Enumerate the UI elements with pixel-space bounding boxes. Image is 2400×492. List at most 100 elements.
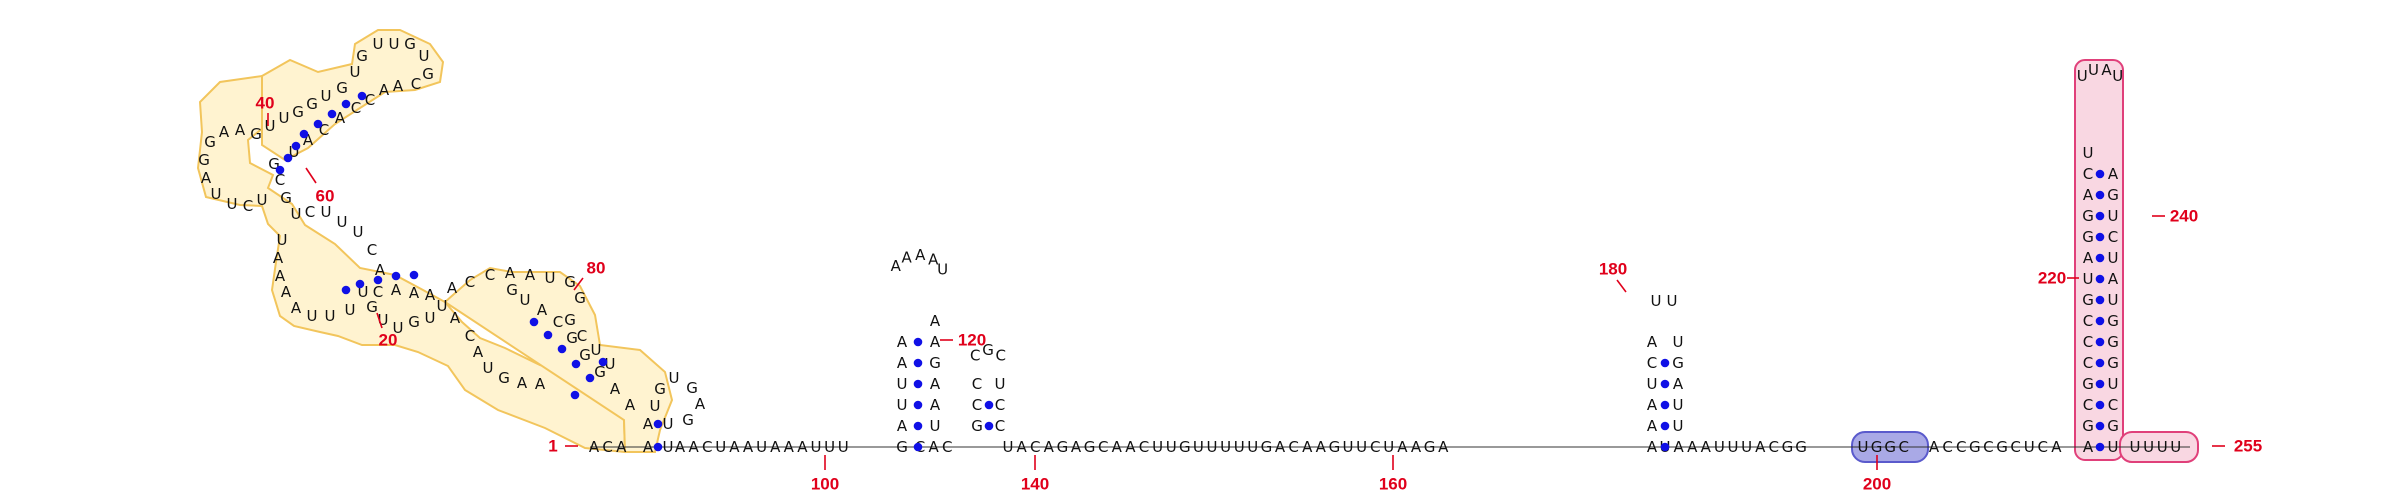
hp4-nucleotide: A (2108, 270, 2119, 288)
domain1-nucleotide: G (404, 35, 416, 53)
domain1-nucleotide: A (643, 415, 654, 433)
base-pair-dot (598, 357, 608, 367)
baseline-nucleotide: C (1942, 438, 1952, 456)
base-pair-dot (283, 153, 293, 163)
hp4-nucleotide: G (2082, 228, 2094, 246)
hp1-nucleotide: A (897, 333, 908, 351)
domain1-nucleotide: A (393, 77, 404, 95)
baseline-nucleotide: U (1343, 438, 1354, 456)
domain1-nucleotide: U (279, 109, 290, 127)
hp4-loop-nucleotide: U (2088, 61, 2099, 79)
domain1-nucleotide: A (425, 286, 436, 304)
domain1-nucleotide: U (545, 269, 556, 287)
base-pair-dot (2095, 232, 2105, 242)
base-pair-dot (571, 359, 581, 369)
hp4-nucleotide: A (2083, 186, 2094, 204)
label-160: 160 (1379, 475, 1407, 492)
domain1-nucleotide: G (198, 151, 210, 169)
domain1-nucleotide: A (273, 249, 284, 267)
hp4-nucleotide: C (2083, 333, 2093, 351)
domain1-nucleotide: A (505, 264, 516, 282)
hp4-nucleotide: C (2083, 165, 2093, 183)
base-pair-dot (653, 442, 663, 452)
baseline-nucleotide: U (1247, 438, 1258, 456)
domain1-nucleotide: G (268, 155, 280, 173)
domain1-nucleotide: U (325, 307, 336, 325)
base-pair-dot (913, 400, 923, 410)
baseline-nucleotide: A (797, 438, 808, 456)
baseline-nucleotide: A (1125, 438, 1136, 456)
tick-60 (305, 167, 317, 184)
baseline-nucleotide: G (1261, 438, 1273, 456)
domain1-nucleotide: U (257, 191, 268, 209)
baseline-nucleotide: C (2038, 438, 2048, 456)
label-140: 140 (1021, 475, 1049, 492)
hp4-nucleotide: C (2083, 312, 2093, 330)
hp3-loop-nucleotide: U (1651, 292, 1662, 310)
base-pair-dot (984, 421, 994, 431)
hp3-nucleotide: U (1647, 375, 1658, 393)
baseline-nucleotide: A (1701, 438, 1712, 456)
base-pair-dot (2095, 295, 2105, 305)
domain1-nucleotide: A (201, 169, 212, 187)
base-pair-dot (357, 91, 367, 101)
number-labels: 1 255 100 140 160 200 120 180 220 240 40… (256, 94, 2263, 492)
domain1-nucleotide: A (235, 121, 246, 139)
baseline-nucleotide: A (1687, 438, 1698, 456)
domain1-nucleotide: U (289, 143, 300, 161)
baseline-nucleotide: A (1071, 438, 1082, 456)
baseline-nucleotide: A (1411, 438, 1422, 456)
baseline-nucleotide: C (702, 438, 712, 456)
hp1-loop-nucleotide: A (928, 251, 939, 269)
baseline-nucleotide: A (1275, 438, 1286, 456)
domain1-nucleotide: U (321, 87, 332, 105)
domain1-nucleotide: U (265, 117, 276, 135)
base-pair-dot (1660, 400, 1670, 410)
nucleotide-layer: ACAAACUAAUAAAUUUCACUACAGAGCAACUUGUUUUUGA… (198, 35, 2181, 456)
hp4-nucleotide: G (2107, 312, 2119, 330)
hp4-nucleotide: U (2083, 270, 2094, 288)
domain1-nucleotide: U (227, 195, 238, 213)
base-pair-dot (2095, 253, 2105, 263)
baseline-nucleotide: C (1288, 438, 1298, 456)
base-pair-layer (275, 91, 2105, 452)
blue-segment-nucleotide: U (1858, 438, 1869, 456)
domain1-nucleotide: U (337, 213, 348, 231)
domain1-nucleotide: G (594, 363, 606, 381)
hp1-loop-nucleotide: A (891, 257, 902, 275)
domain1-nucleotide: G (506, 281, 518, 299)
domain1-nucleotide: A (525, 266, 536, 284)
domain1-nucleotide: U (307, 307, 318, 325)
hp4-nucleotide: G (2082, 417, 2094, 435)
domain1-nucleotide: A (535, 375, 546, 393)
base-pair-dot (1660, 379, 1670, 389)
base-pair-dot (391, 271, 401, 281)
yellow-domain-highlight (196, 74, 627, 454)
domain1-nucleotide: C (319, 121, 329, 139)
hp4-loop-nucleotide: U (2077, 67, 2088, 85)
domain1-nucleotide: G (204, 133, 216, 151)
hp4-nucleotide: U (2083, 144, 2094, 162)
baseline-nucleotide: U (824, 438, 835, 456)
domain1-nucleotide: G (292, 103, 304, 121)
base-pair-dot (543, 330, 553, 340)
baseline-nucleotide: U (1741, 438, 1752, 456)
baseline-nucleotide: A (675, 438, 686, 456)
domain1-nucleotide: U (350, 63, 361, 81)
domain1-nucleotide: G (336, 79, 348, 97)
domain1-nucleotide: U (520, 291, 531, 309)
baseline-nucleotide: U (1383, 438, 1394, 456)
domain1-nucleotide: C (577, 327, 587, 345)
domain1-nucleotide: A (610, 380, 621, 398)
label-220: 220 (2038, 269, 2066, 288)
base-pair-dot (1660, 442, 1670, 452)
baseline-nucleotide: G (1424, 438, 1436, 456)
baseline-nucleotide: G (1329, 438, 1341, 456)
hp1-nucleotide: A (930, 333, 941, 351)
label-40: 40 (256, 94, 275, 113)
domain1-nucleotide: G (498, 369, 510, 387)
baseline-nucleotide: A (1112, 438, 1123, 456)
base-pair-dot (341, 285, 351, 295)
hp1-nucleotide: U (930, 417, 941, 435)
